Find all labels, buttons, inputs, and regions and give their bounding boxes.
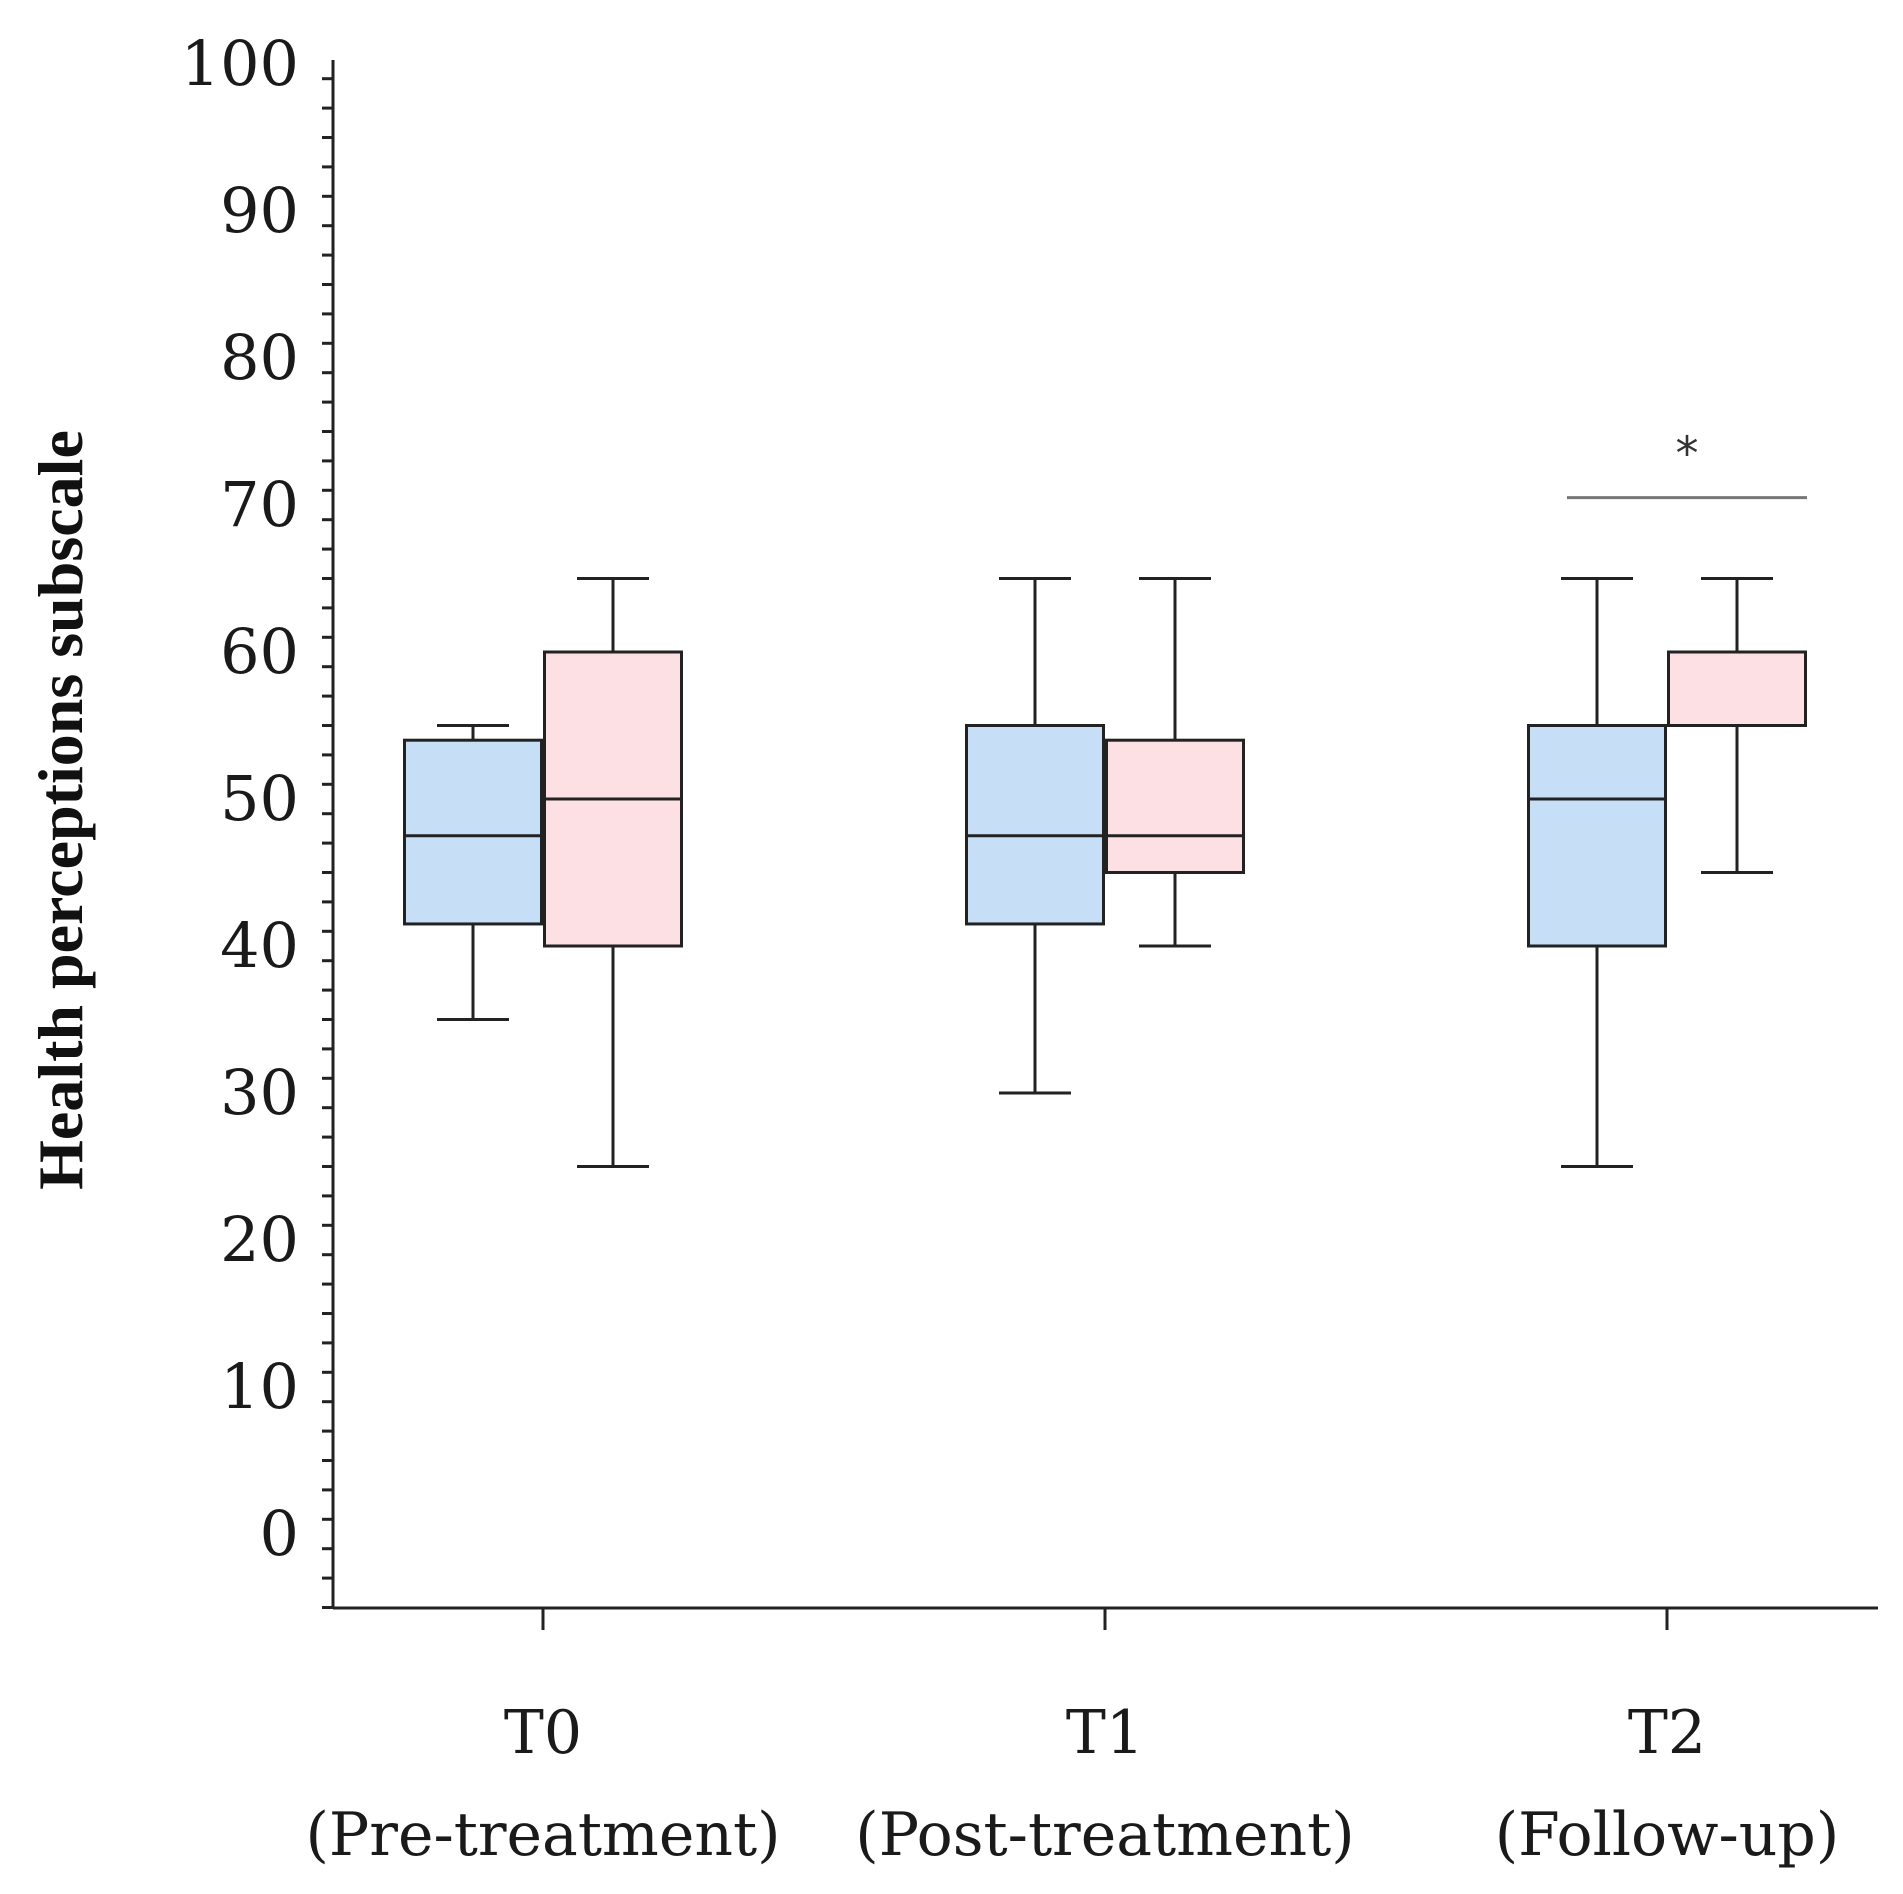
iqr-box: [1105, 738, 1245, 875]
x-category-label-primary: T1: [1066, 1698, 1144, 1768]
iqr-box: [965, 724, 1105, 926]
box-plot: [543, 577, 683, 1168]
y-axis-ticks: [322, 77, 333, 1609]
iqr-box: [1667, 650, 1807, 727]
box-plot: [1667, 577, 1807, 874]
y-axis-title: Health perceptions subscale: [25, 430, 96, 1190]
box-series-1: [543, 577, 1807, 1168]
box-plot: [1105, 577, 1245, 948]
y-tick-label: 30: [220, 1056, 299, 1129]
x-axis: T0 (Pre-treatment) T1 (Post-treatment) T2 (Fo…: [306, 1606, 1878, 1870]
y-tick-label: 50: [220, 762, 299, 835]
iqr-box: [1527, 724, 1667, 948]
y-tick-label: 70: [220, 468, 299, 541]
box-series: [403, 577, 1807, 1168]
box-plot: [1527, 577, 1667, 1168]
y-tick-label: 40: [220, 909, 299, 982]
y-axis-tick-labels: 0 10 20 30 40 50 60 70 80 90 100: [181, 27, 299, 1570]
y-tick-label: 0: [260, 1497, 299, 1570]
x-category-label-primary: T2: [1628, 1698, 1706, 1768]
significance-annotations: *: [1567, 427, 1807, 500]
y-tick-label: 90: [220, 174, 299, 247]
box-plot: [403, 724, 543, 1021]
iqr-box: [403, 738, 543, 926]
x-category-label-secondary: (Post-treatment): [855, 1800, 1354, 1870]
y-axis: 0 10 20 30 40 50 60 70 80 90 100: [181, 27, 335, 1609]
y-tick-label: 80: [220, 321, 299, 394]
x-axis-category-labels: T0 (Pre-treatment) T1 (Post-treatment) T2 (Fo…: [306, 1698, 1840, 1870]
y-tick-label: 60: [220, 615, 299, 688]
box-plot: [965, 577, 1105, 1095]
x-category-label-primary: T0: [504, 1698, 582, 1768]
y-tick-label: 20: [220, 1203, 299, 1276]
box-series-0: [403, 577, 1667, 1168]
y-tick-label: 100: [181, 27, 299, 100]
significance-star: *: [1676, 427, 1699, 481]
x-category-label-secondary: (Follow-up): [1495, 1800, 1839, 1870]
x-category-label-secondary: (Pre-treatment): [306, 1800, 781, 1870]
y-tick-label: 10: [220, 1350, 299, 1423]
x-axis-ticks: [541, 1608, 1669, 1630]
